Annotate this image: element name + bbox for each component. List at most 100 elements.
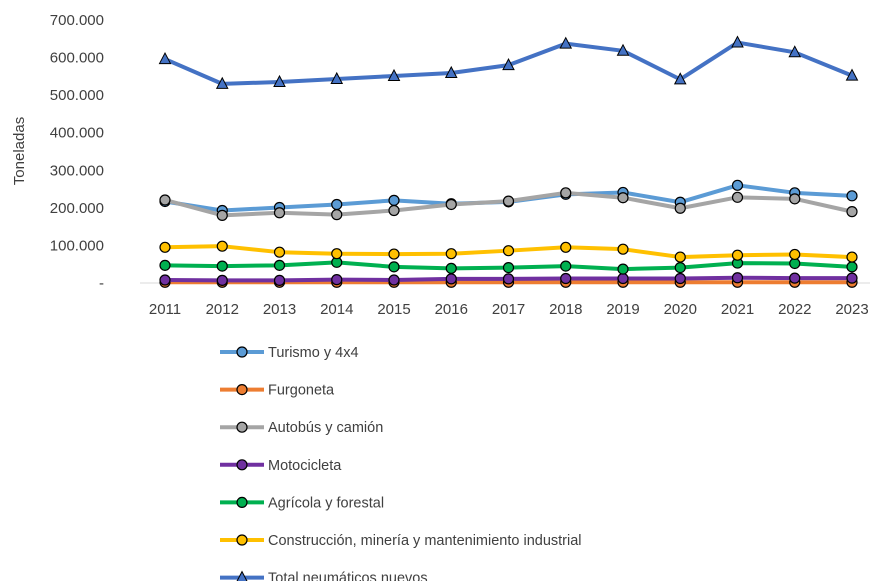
data-point (216, 240, 228, 252)
legend-item: Furgoneta (220, 383, 335, 399)
series-layer (158, 35, 859, 288)
legend-marker (236, 421, 248, 433)
data-point (674, 251, 686, 263)
y-tick-label: 500.000 (50, 87, 104, 104)
legend-marker (236, 496, 248, 508)
data-point (331, 274, 343, 286)
y-tick-label: 700.000 (50, 12, 104, 29)
data-point (788, 45, 802, 58)
data-point (331, 248, 343, 260)
data-point (388, 204, 400, 217)
data-point (617, 192, 629, 204)
y-tick-label: 100.000 (50, 237, 104, 254)
data-point (388, 261, 400, 273)
series-2 (159, 187, 858, 221)
y-tick-label: 300.000 (50, 162, 104, 179)
x-tick-label: 2013 (263, 301, 296, 318)
data-point (731, 35, 744, 48)
data-point (616, 43, 630, 56)
legend: Turismo y 4x4 Furgoneta Autobús y camión Mo… (220, 345, 582, 581)
y-tick-label: 200.000 (50, 200, 104, 217)
data-point (273, 74, 286, 87)
data-point (159, 274, 171, 286)
legend-marker (236, 384, 248, 396)
y-tick-label: - (99, 275, 104, 292)
data-point (617, 272, 629, 285)
data-point (502, 195, 515, 207)
data-point (502, 245, 515, 257)
x-tick-label: 2021 (721, 301, 754, 318)
x-tick-label: 2014 (320, 301, 353, 318)
legend-label: Autobús y camión (268, 420, 383, 436)
data-point (159, 241, 171, 253)
data-point (731, 272, 744, 284)
data-point (731, 191, 744, 203)
legend-label: Motocicleta (268, 458, 342, 474)
data-point (846, 261, 858, 273)
data-point (215, 76, 229, 89)
data-point (673, 72, 687, 85)
series-6 (158, 35, 859, 89)
data-point (387, 68, 401, 81)
legend-item: Construcción, minería y mantenimiento in… (220, 533, 582, 549)
data-point (331, 209, 343, 221)
data-point (445, 262, 457, 274)
data-point (789, 272, 801, 284)
legend-label: Turismo y 4x4 (268, 345, 359, 361)
y-tick-label: 400.000 (50, 125, 104, 142)
data-point (331, 198, 343, 211)
legend-item: Autobús y camión (220, 420, 383, 436)
data-point (216, 274, 228, 286)
y-tick-label: 600.000 (50, 50, 104, 67)
legend-marker (236, 459, 248, 471)
data-point (674, 261, 686, 274)
data-point (445, 198, 457, 211)
x-tick-label: 2022 (778, 301, 811, 318)
data-point (330, 71, 344, 84)
x-axis: 2011 2012 2013 2014 2015 2016 2017 2018 2019 2020… (140, 282, 870, 318)
data-point (502, 273, 515, 285)
data-point (216, 209, 228, 221)
data-point (617, 243, 629, 255)
legend-marker (236, 570, 248, 581)
x-tick-label: 2020 (664, 301, 697, 318)
series-5 (159, 240, 858, 263)
data-point (216, 260, 228, 272)
legend-item: Motocicleta (220, 458, 342, 474)
data-point (846, 190, 858, 202)
legend-item: Turismo y 4x4 (220, 345, 359, 361)
legend-item: Agrícola y forestal (220, 495, 384, 511)
series-4 (159, 256, 858, 275)
x-tick-label: 2015 (377, 301, 410, 318)
data-point (617, 263, 629, 275)
data-point (273, 274, 286, 286)
data-point (445, 273, 457, 285)
data-point (502, 261, 515, 274)
x-tick-label: 2012 (206, 301, 239, 318)
legend-marker (236, 346, 248, 358)
data-point (388, 194, 400, 206)
data-point (388, 248, 400, 260)
data-point (159, 194, 171, 206)
data-point (731, 249, 744, 261)
data-point (789, 193, 801, 205)
data-point (560, 187, 572, 199)
x-tick-label: 2018 (549, 301, 582, 318)
data-point (731, 179, 744, 191)
data-point (445, 248, 457, 260)
data-point (159, 259, 171, 271)
y-axis-label: Toneladas (11, 117, 28, 185)
data-point (846, 206, 858, 218)
legend-label: Agrícola y forestal (268, 495, 384, 511)
series-3 (159, 272, 858, 286)
data-point (560, 260, 572, 272)
data-point (789, 248, 801, 261)
data-point (560, 241, 572, 253)
data-point (846, 251, 858, 263)
x-tick-label: 2016 (435, 301, 468, 318)
x-tick-label: 2011 (149, 301, 181, 318)
data-point (560, 272, 572, 285)
data-point (444, 65, 458, 78)
data-point (846, 272, 858, 284)
